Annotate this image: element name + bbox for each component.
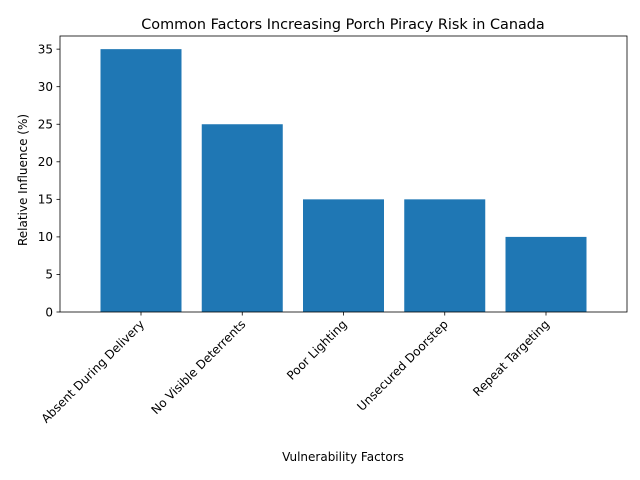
y-tick-label: 0 <box>45 305 53 319</box>
x-tick-label: Absent During Delivery <box>39 317 148 426</box>
x-tick-label: Poor Lighting <box>284 317 350 383</box>
x-axis-title: Vulnerability Factors <box>282 450 404 464</box>
y-tick-label: 25 <box>38 118 53 132</box>
bar-0 <box>100 49 182 313</box>
y-axis-title: Relative Influence (%) <box>16 114 30 246</box>
bar-2 <box>303 199 384 312</box>
chart-title: Common Factors Increasing Porch Piracy R… <box>141 17 545 33</box>
y-tick-label: 20 <box>38 155 53 169</box>
x-tick-label: Repeat Targeting <box>470 317 552 399</box>
bar-1 <box>201 124 283 312</box>
y-tick-label: 15 <box>38 193 53 207</box>
y-tick-label: 10 <box>38 230 53 244</box>
y-tick-label: 35 <box>38 42 53 56</box>
bar-4 <box>505 236 587 312</box>
plot-area: 0 5 10 15 20 25 30 35 Absent During Delivery No V… <box>38 35 628 426</box>
x-tick-label: No Visible Deterrents <box>149 317 249 417</box>
y-tick-label: 30 <box>38 80 53 94</box>
x-tick-label: Unsecured Doorstep <box>354 317 451 414</box>
y-tick-label: 5 <box>45 268 53 282</box>
bar-3 <box>404 199 486 312</box>
